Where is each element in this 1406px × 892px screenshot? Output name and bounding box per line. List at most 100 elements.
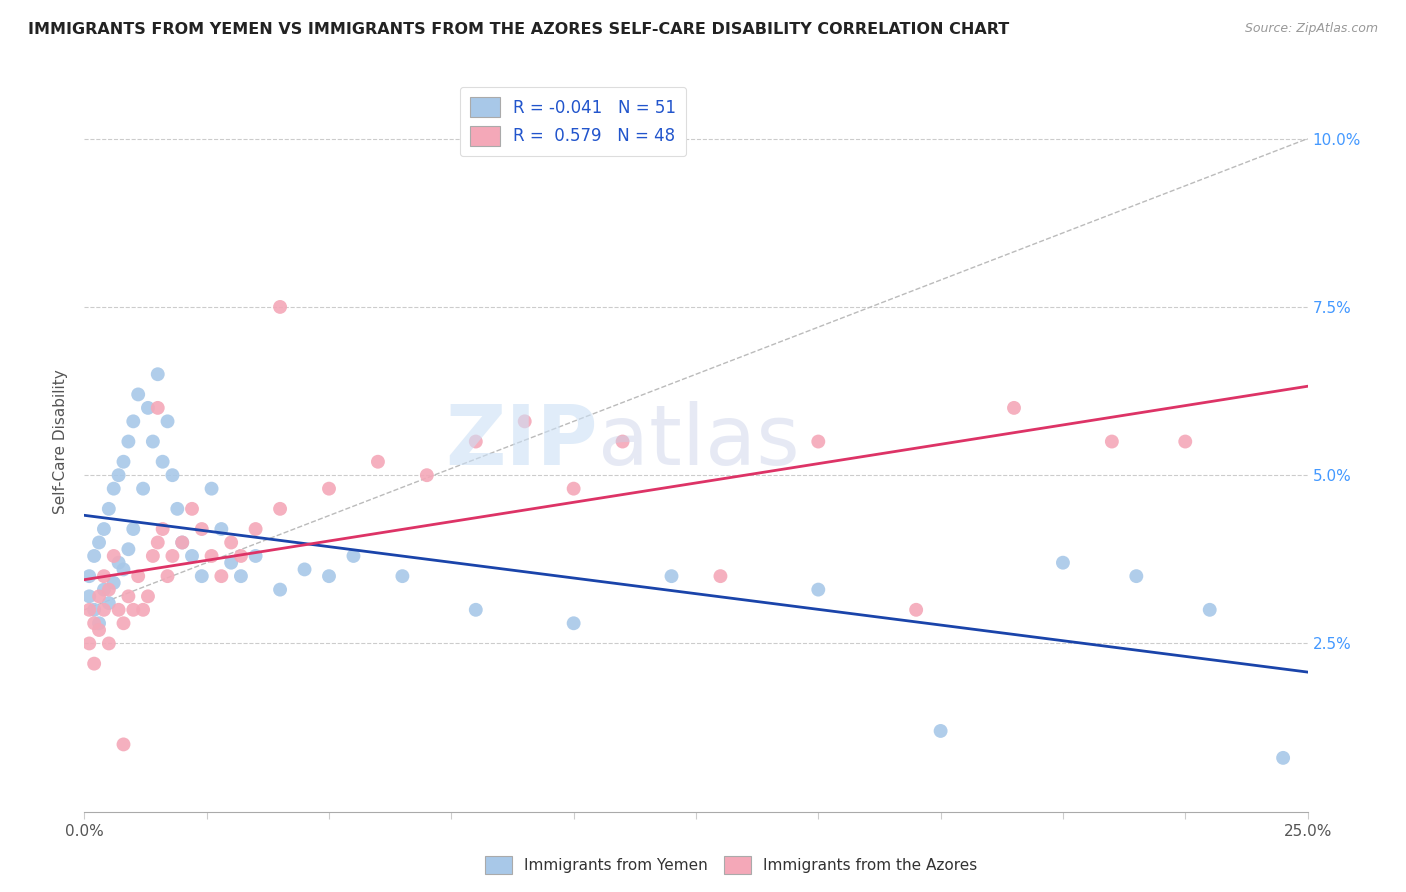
- Point: [83, 616, 105, 631]
- Point: [181, 501, 204, 516]
- Point: [156, 569, 179, 583]
- Point: [117, 542, 139, 557]
- Point: [107, 556, 129, 570]
- Point: [191, 522, 214, 536]
- Point: [97, 596, 120, 610]
- Point: [112, 562, 135, 576]
- Point: [464, 434, 486, 449]
- Text: IMMIGRANTS FROM YEMEN VS IMMIGRANTS FROM THE AZORES SELF-CARE DISABILITY CORRELA: IMMIGRANTS FROM YEMEN VS IMMIGRANTS FROM…: [28, 22, 1010, 37]
- Point: [103, 482, 125, 496]
- Point: [342, 549, 364, 563]
- Point: [87, 623, 110, 637]
- Point: [103, 549, 125, 563]
- Legend: Immigrants from Yemen, Immigrants from the Azores: Immigrants from Yemen, Immigrants from t…: [478, 850, 984, 880]
- Point: [142, 549, 165, 563]
- Point: [172, 535, 194, 549]
- Point: [83, 603, 105, 617]
- Point: [107, 468, 129, 483]
- Point: [97, 636, 120, 650]
- Point: [200, 482, 222, 496]
- Point: [709, 569, 731, 583]
- Point: [132, 603, 155, 617]
- Point: [1198, 603, 1220, 617]
- Point: [209, 522, 232, 536]
- Point: [1052, 556, 1074, 570]
- Point: [1125, 569, 1147, 583]
- Point: [112, 616, 135, 631]
- Y-axis label: Self-Care Disability: Self-Care Disability: [53, 369, 69, 514]
- Point: [219, 556, 242, 570]
- Point: [117, 590, 139, 604]
- Point: [513, 414, 536, 428]
- Point: [929, 723, 952, 738]
- Point: [152, 455, 174, 469]
- Point: [93, 569, 115, 583]
- Point: [269, 300, 291, 314]
- Point: [156, 414, 179, 428]
- Point: [93, 582, 115, 597]
- Point: [612, 434, 634, 449]
- Point: [146, 401, 169, 415]
- Point: [200, 549, 222, 563]
- Point: [1002, 401, 1025, 415]
- Point: [209, 569, 232, 583]
- Point: [1174, 434, 1197, 449]
- Point: [97, 582, 120, 597]
- Point: [269, 501, 291, 516]
- Point: [77, 569, 100, 583]
- Point: [107, 603, 129, 617]
- Point: [219, 535, 242, 549]
- Point: [152, 522, 174, 536]
- Point: [562, 482, 585, 496]
- Point: [87, 590, 110, 604]
- Point: [93, 603, 115, 617]
- Point: [416, 468, 439, 483]
- Point: [77, 636, 100, 650]
- Point: [1101, 434, 1123, 449]
- Point: [132, 482, 155, 496]
- Point: [245, 549, 267, 563]
- Point: [117, 434, 139, 449]
- Point: [162, 549, 184, 563]
- Point: [127, 569, 149, 583]
- Point: [142, 434, 165, 449]
- Point: [136, 590, 159, 604]
- Point: [318, 482, 340, 496]
- Point: [661, 569, 683, 583]
- Point: [181, 549, 204, 563]
- Point: [112, 738, 135, 752]
- Point: [122, 414, 145, 428]
- Point: [172, 535, 194, 549]
- Point: [83, 549, 105, 563]
- Point: [269, 582, 291, 597]
- Point: [87, 535, 110, 549]
- Point: [367, 455, 389, 469]
- Point: [112, 455, 135, 469]
- Text: ZIP: ZIP: [446, 401, 598, 482]
- Point: [122, 522, 145, 536]
- Point: [245, 522, 267, 536]
- Text: Source: ZipAtlas.com: Source: ZipAtlas.com: [1244, 22, 1378, 36]
- Point: [294, 562, 316, 576]
- Point: [97, 501, 120, 516]
- Point: [146, 535, 169, 549]
- Point: [1272, 751, 1295, 765]
- Point: [83, 657, 105, 671]
- Point: [103, 575, 125, 590]
- Point: [122, 603, 145, 617]
- Point: [162, 468, 184, 483]
- Point: [136, 401, 159, 415]
- Point: [562, 616, 585, 631]
- Legend: R = -0.041   N = 51, R =  0.579   N = 48: R = -0.041 N = 51, R = 0.579 N = 48: [460, 87, 686, 156]
- Point: [146, 368, 169, 382]
- Point: [229, 549, 252, 563]
- Point: [318, 569, 340, 583]
- Point: [464, 603, 486, 617]
- Point: [87, 616, 110, 631]
- Point: [391, 569, 413, 583]
- Text: atlas: atlas: [598, 401, 800, 482]
- Point: [229, 569, 252, 583]
- Point: [166, 501, 188, 516]
- Point: [905, 603, 928, 617]
- Point: [807, 582, 830, 597]
